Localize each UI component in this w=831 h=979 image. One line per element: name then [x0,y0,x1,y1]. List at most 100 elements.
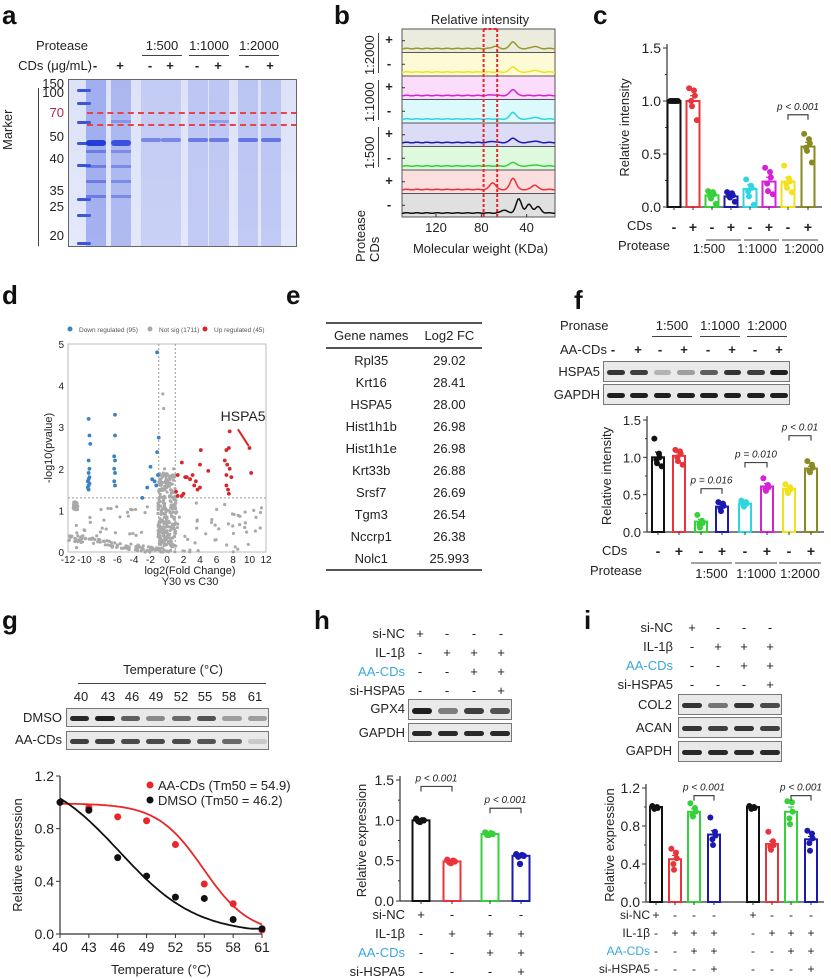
marker-size-label: 25 [49,199,64,214]
protease-row-label: Protease [35,38,88,53]
protein-band [708,726,728,731]
x-tick-label: 40 [52,939,68,955]
not-sig-point [118,515,122,519]
protein-band [770,370,789,375]
temperature-label: 52 [173,689,189,704]
condition-sign: - [715,620,721,635]
protein-band [464,731,484,736]
condition-sign: - [673,962,677,976]
down-regulated-point [150,477,155,482]
up-regulated-point [175,473,180,477]
cds-sign: + [718,543,726,559]
x-tick-label: 58 [225,939,241,955]
aacds-row-label: AA-CDs [560,342,607,357]
data-point [804,458,811,465]
p-value-label: p < 0.001 [682,783,725,794]
not-sig-point [139,530,144,534]
blot-row-label: GAPDH [625,743,672,758]
gene-table-row: Krt16 28.41 [326,371,482,393]
lane-sign: + [116,58,124,73]
track-sign: + [385,32,393,47]
not-sig-point [168,548,173,552]
gene-name-cell: Srsf7 [356,484,387,500]
cds-sign: + [727,219,735,235]
down-regulated-point [86,471,91,475]
lane-sign: - [610,342,616,357]
data-point [765,188,771,195]
not-sig-point [167,484,171,488]
temperature-label: 43 [100,689,116,704]
x-tick-label: 6 [214,555,220,566]
p-value-label: p < 0.01 [781,423,818,434]
x-tick-label: 49 [139,939,155,955]
cds-sign: + [763,543,771,559]
not-sig-point [136,543,141,548]
x-tick-label: 120 [425,220,447,235]
condition-sign: - [789,962,793,976]
condition-sign: + [787,944,795,958]
not-sig-point [159,538,164,542]
up-regulated-point [247,446,252,450]
data-point [56,798,64,806]
condition-sign: + [807,962,815,976]
data-point [670,861,677,867]
not-sig-point [158,504,163,508]
up-regulated-point [226,487,230,492]
down-regulated-point [113,458,117,463]
data-point [809,835,816,842]
down-regulated-point [86,458,91,463]
marker-size-label: 50 [49,129,64,144]
not-sig-point [141,544,145,548]
condition-sign: + [497,664,505,679]
x-tick-label: 55 [196,939,212,955]
protein-band [630,370,648,375]
cds-row-label: CDs (μg/mL) [18,58,92,73]
gapdh-blot [603,384,790,405]
gel-lane [111,80,131,246]
condition-sign: + [768,926,776,940]
condition-sign: - [418,926,424,941]
lane-sign: - [657,342,663,357]
protein-band [630,393,648,398]
not-sig-point [169,500,173,504]
not-sig-point [76,534,80,538]
condition-sign: - [471,683,477,698]
protease-group-label: 1:2000 [780,566,820,581]
y-axis-label: Relative intensity [617,78,632,177]
not-sig-point [161,528,165,533]
condition-label: IL-1β [643,639,673,654]
not-sig-point [161,392,165,396]
condition-sign: - [417,683,423,698]
track-sign: - [386,149,392,165]
not-sig-point [88,520,92,524]
data-point [738,497,745,504]
condition-sign: + [448,926,456,941]
data-point [767,174,774,181]
condition-sign: + [690,944,698,958]
not-sig-point [83,537,87,541]
not-sig-point [109,541,114,545]
gel-band-50kda [111,140,131,146]
data-point [789,799,795,806]
not-sig-point [243,521,247,525]
marker-band [77,121,91,124]
not-sig-point [177,515,181,519]
condition-sign: - [712,908,716,922]
gapdh-blot [408,723,512,742]
data-point [485,831,493,839]
not-sig-point [158,500,162,504]
sds-gel [68,79,297,247]
protein-band [747,393,765,398]
gene-table-row: HSPA5 28.00 [326,393,482,415]
y-tick-label: 5 [58,340,64,351]
condition-label: AA-CDs [626,658,673,673]
legend-marker [147,326,153,332]
not-sig-point [146,545,151,549]
data-point [748,805,755,812]
y-tick-label: 1 [58,506,64,517]
protein-band [412,731,432,736]
condition-sign: - [741,677,747,692]
protein-band [70,739,90,744]
panel-label-e: e [286,280,301,310]
p-value-label: p = 0.010 [734,450,777,461]
